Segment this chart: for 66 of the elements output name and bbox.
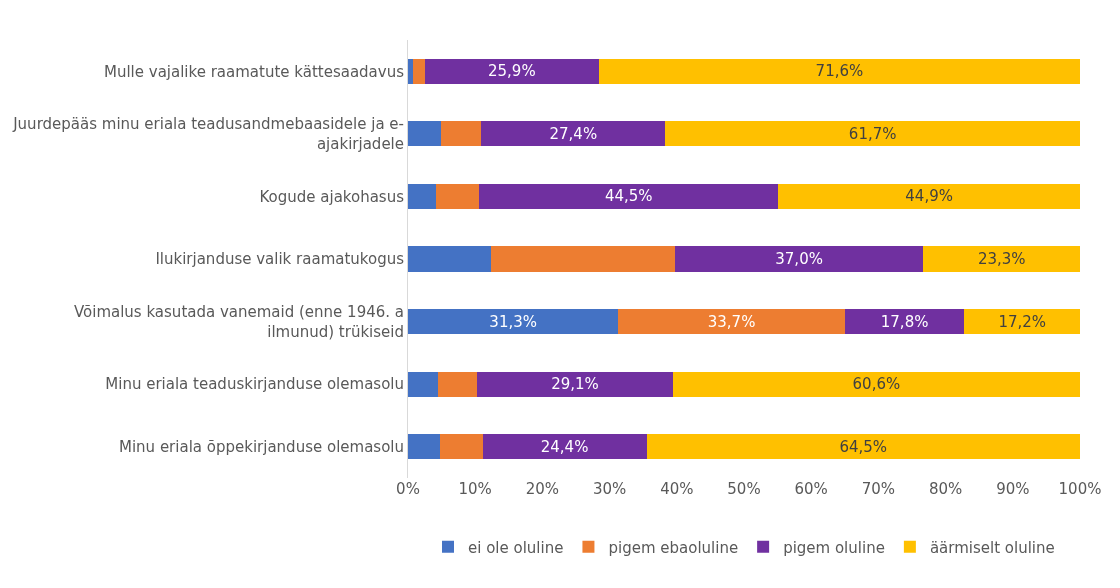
bar xyxy=(408,58,414,84)
bar xyxy=(440,121,482,147)
bar xyxy=(674,246,924,272)
bar xyxy=(440,434,483,460)
x-tick-label: 70% xyxy=(861,480,896,498)
bar xyxy=(481,121,666,147)
data-label: 37,0% xyxy=(775,250,823,268)
data-label: 44,9% xyxy=(905,187,953,206)
x-tick-label: 90% xyxy=(996,480,1030,498)
data-label: 60,6% xyxy=(852,375,901,394)
bar xyxy=(482,434,647,460)
bar xyxy=(408,371,438,397)
x-tick-label: 20% xyxy=(525,480,560,498)
data-label: 61,7% xyxy=(848,124,897,143)
bar xyxy=(490,246,675,272)
y-tick-label: Minu eriala õppekirjanduse olemasolu xyxy=(119,437,404,456)
x-tick-label: 100% xyxy=(1058,480,1102,498)
bar xyxy=(672,371,1080,397)
x-tick-label: 30% xyxy=(592,480,627,498)
bar xyxy=(436,183,480,209)
y-tick-label: Kogude ajakohasus xyxy=(259,187,405,206)
legend-label: pigem oluline xyxy=(783,538,885,557)
data-label: 33,7% xyxy=(707,312,756,331)
y-tick-label: Ilukirjanduse valik raamatukogus xyxy=(155,250,405,269)
bar xyxy=(408,246,491,272)
data-label: 44,5% xyxy=(604,187,653,206)
data-label: 31,3% xyxy=(489,312,537,331)
bar xyxy=(618,309,845,335)
data-label: 29,1% xyxy=(551,375,599,394)
bar xyxy=(646,434,1080,460)
bar xyxy=(408,183,437,209)
bar xyxy=(598,58,1080,84)
y-tick-label: Minu eriala teaduskirjanduse olemasolu xyxy=(105,375,404,394)
y-tick-label: Võimalus kasutada vanemaid (enne 1946. a ilmunud) trükiseid xyxy=(73,303,404,341)
data-label: 64,5% xyxy=(839,437,888,456)
bar xyxy=(477,371,673,397)
x-tick-label: 10% xyxy=(458,480,492,498)
bar xyxy=(665,121,1080,147)
data-label: 17,8% xyxy=(880,312,929,331)
data-label: 24,4% xyxy=(540,437,589,456)
data-label: 27,4% xyxy=(549,124,598,143)
bar xyxy=(408,309,619,335)
bar xyxy=(964,309,1080,335)
legend-label: äärmiselt oluline xyxy=(929,538,1055,557)
bar xyxy=(778,183,1080,209)
bar xyxy=(424,58,599,84)
x-tick-label: 60% xyxy=(794,480,828,498)
y-tick-label: Mulle vajalike raamatute kättesaadavus xyxy=(103,62,405,81)
legend-label: pigem ebaoluline xyxy=(608,538,739,557)
bar xyxy=(408,434,441,460)
data-label: 23,3% xyxy=(977,250,1026,268)
data-label: 71,6% xyxy=(815,62,864,81)
x-tick-label: 0% xyxy=(396,480,420,498)
x-tick-label: 80% xyxy=(928,480,963,498)
x-tick-label: 50% xyxy=(727,480,761,498)
bar xyxy=(413,58,425,84)
data-label: 25,9% xyxy=(488,62,536,81)
bar xyxy=(479,183,779,209)
x-tick-label: 40% xyxy=(660,480,694,498)
bar xyxy=(844,309,965,335)
data-label: 17,2% xyxy=(998,312,1047,331)
bar xyxy=(923,246,1080,272)
y-tick-label: Juurdepääs minu eriala teadusandmebaasidele ja e- ajakirjadele xyxy=(12,115,404,153)
legend-label: ei ole oluline xyxy=(468,538,564,557)
bar xyxy=(437,371,478,397)
bar xyxy=(408,121,441,147)
